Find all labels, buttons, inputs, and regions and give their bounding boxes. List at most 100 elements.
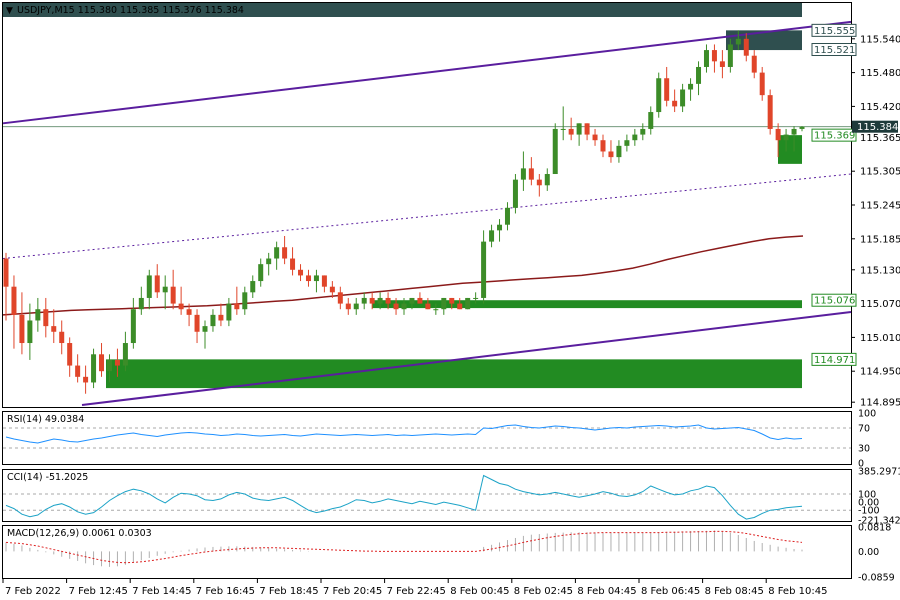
candle-body-4 — [35, 309, 41, 321]
candle-body-84 — [672, 100, 678, 107]
trendline-1 — [2, 173, 852, 260]
rsi-panel-frame — [2, 411, 852, 465]
cci-tick-3: -100 — [858, 506, 880, 517]
time-tick-label-7: 8 Feb 00:45 — [450, 586, 509, 597]
price-tick-label-4: 115.305 — [860, 167, 900, 178]
zone-tag-box-3 — [811, 293, 857, 307]
candle-body-1 — [11, 286, 17, 315]
cci-tick-2: 0.00 — [858, 498, 879, 509]
price-tick-label-9: 115.010 — [860, 333, 900, 344]
candle-body-78 — [624, 140, 630, 146]
candle-body-5 — [43, 309, 49, 327]
candle-body-9 — [75, 365, 81, 377]
candle-body-51 — [409, 297, 415, 304]
candle-body-90 — [719, 61, 725, 67]
candle-body-59 — [473, 297, 479, 299]
candle-body-0 — [3, 258, 9, 287]
candle-body-43 — [345, 303, 351, 310]
cci-panel-frame — [2, 469, 852, 522]
candle-body-67 — [536, 179, 542, 186]
price-tick-label-2: 115.420 — [860, 102, 900, 113]
macd-panel-frame — [2, 525, 852, 579]
time-tick-label-6: 7 Feb 22:45 — [387, 586, 446, 597]
time-tick-label-2: 7 Feb 14:45 — [132, 586, 191, 597]
price-tick-label-1: 115.480 — [860, 68, 900, 79]
zone-tag-box-1 — [811, 43, 857, 57]
rsi-tick-2: 30 — [858, 444, 870, 455]
candle-body-31 — [250, 281, 256, 293]
candle-body-12 — [99, 354, 105, 372]
candle-body-7 — [59, 331, 65, 344]
main-chart-frame — [2, 2, 852, 408]
candle-body-13 — [106, 359, 112, 372]
header-collapse-icon[interactable]: ▼ — [6, 6, 13, 16]
zone-3 — [106, 359, 802, 389]
rsi-line — [5, 424, 803, 444]
cci-tick-1: 100 — [858, 490, 876, 501]
candle-body-92 — [735, 38, 741, 45]
rsi-tick-0: 100 — [858, 409, 876, 420]
macd-tick-1: 0.00 — [858, 547, 879, 558]
time-tick-label-8: 8 Feb 02:45 — [514, 586, 573, 597]
candle-body-19 — [154, 275, 160, 293]
time-tick-label-10: 8 Feb 06:45 — [641, 586, 700, 597]
price-tick-label-3: 115.365 — [860, 133, 900, 144]
candle-body-57 — [457, 303, 463, 310]
time-tick-label-5: 7 Feb 20:45 — [323, 586, 382, 597]
candle-body-97 — [775, 128, 781, 141]
candle-body-46 — [369, 297, 375, 304]
candle-body-58 — [465, 297, 471, 310]
zone-tag-box-2 — [811, 128, 857, 142]
candle-body-85 — [680, 89, 686, 107]
candle-body-20 — [162, 286, 168, 293]
candle-body-88 — [703, 50, 709, 67]
candle-body-64 — [512, 179, 518, 208]
ma-polyline — [2, 235, 804, 316]
zone-tag-box-4 — [811, 352, 857, 366]
candle-body-11 — [91, 354, 97, 383]
time-tick-label-9: 8 Feb 04:45 — [577, 586, 636, 597]
macd-tick-0: 0.0818 — [858, 523, 891, 534]
zone-tag-label-3: 115.076 — [814, 296, 855, 307]
candle-body-73 — [584, 123, 590, 135]
price-tick-label-8: 115.070 — [860, 299, 900, 310]
candle-body-3 — [27, 320, 33, 344]
candle-body-33 — [266, 258, 272, 265]
time-tick-label-1: 7 Feb 12:45 — [69, 586, 128, 597]
time-axis: 7 Feb 2022 7 Feb 12:45 7 Feb 14:45 7 Feb 16… — [2, 579, 827, 597]
candle-body-55 — [441, 297, 447, 310]
symbol-info: USDJPY,M15 115.380 115.385 115.376 115.3… — [17, 5, 244, 16]
price-tick-label-10: 114.950 — [860, 367, 900, 378]
trendline-0 — [2, 20, 852, 125]
candle-body-49 — [393, 303, 399, 310]
macd-panel: MACD(12,26,9) 0.0061 0.0303 0.0818 0.00 -0.… — [5, 523, 895, 584]
candle-body-35 — [282, 247, 288, 259]
rsi-tick-1: 70 — [858, 424, 870, 435]
candle-body-24 — [194, 314, 200, 332]
candle-body-40 — [321, 275, 327, 287]
candle-body-77 — [616, 145, 622, 158]
rsi-panel: RSI(14) 49.0384 100 70 30 0 — [3, 409, 876, 470]
candle-body-18 — [146, 275, 152, 298]
candle-body-39 — [313, 275, 319, 282]
candle-body-30 — [242, 292, 248, 310]
cci-tick-4: -221.3426 — [858, 516, 900, 527]
candle-body-22 — [178, 303, 184, 310]
candle-body-16 — [130, 309, 136, 344]
candle-body-81 — [648, 112, 654, 129]
price-tick-label-5: 115.245 — [860, 201, 900, 212]
candles — [3, 30, 805, 394]
cci-line — [5, 474, 803, 520]
candle-body-70 — [560, 128, 566, 130]
candle-body-23 — [186, 309, 192, 315]
candle-body-79 — [632, 134, 638, 141]
candle-body-26 — [210, 314, 216, 327]
candle-body-53 — [425, 303, 431, 310]
candle-body-42 — [337, 292, 343, 304]
candle-body-61 — [489, 230, 495, 242]
candle-body-34 — [274, 247, 280, 259]
trendline-2 — [81, 311, 852, 406]
candle-body-38 — [305, 275, 311, 282]
candle-body-56 — [449, 297, 455, 304]
